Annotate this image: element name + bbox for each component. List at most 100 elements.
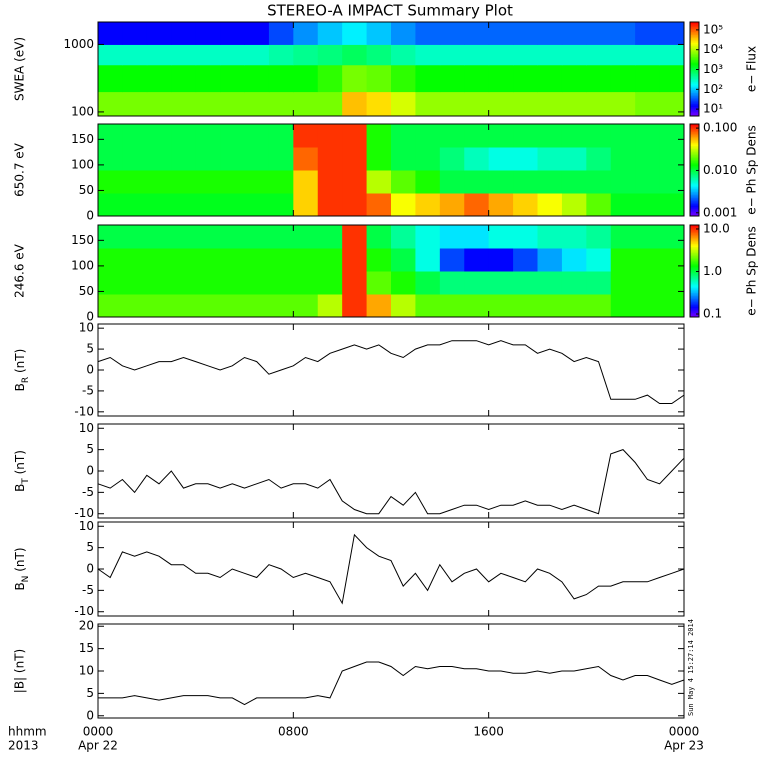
heatmap-cell [293, 44, 319, 66]
heatmap-cell [195, 271, 221, 295]
heatmap-cell [268, 91, 294, 117]
colorbar-swatch [690, 189, 699, 192]
y-tick-label: 10 [79, 321, 94, 335]
colorbar-swatch [690, 83, 699, 86]
colorbar-swatch [690, 315, 699, 318]
y-tick-label: 50 [79, 183, 94, 197]
heatmap-cell [122, 294, 148, 318]
colorbar-swatch [690, 258, 699, 261]
heatmap-cell [488, 147, 514, 171]
y-tick-label: 0 [86, 363, 94, 377]
heatmap-cell [195, 248, 221, 272]
heatmap-cell [317, 64, 343, 93]
heatmap-cell [98, 193, 123, 217]
colorbar-swatch [690, 75, 699, 78]
heatmap-cell [293, 91, 319, 117]
colorbar-swatch [690, 260, 699, 263]
heatmap-cell [366, 170, 392, 194]
heatmap-cell [439, 22, 465, 45]
x-tick-date: Apr 22 [78, 739, 118, 753]
heatmap-cell [635, 124, 661, 148]
heatmap-cell [537, 64, 563, 93]
y-axis-label-part: (nT) [13, 547, 27, 575]
heatmap-cell [366, 91, 392, 117]
y-tick-label: 10 [79, 421, 94, 435]
colorbar-swatch [690, 92, 699, 95]
heatmap-cell [586, 248, 612, 272]
heatmap-cell [659, 64, 685, 93]
y-tick-label: 15 [79, 641, 94, 655]
heatmap-cell [171, 193, 197, 217]
heatmap-cell [561, 170, 587, 194]
colorbar-frame [689, 21, 700, 117]
heatmap-cell [488, 44, 514, 66]
colorbar-swatch [690, 42, 699, 45]
heatmap-cell [513, 64, 538, 93]
colorbar-swatch [690, 145, 699, 148]
heatmap-cell [488, 170, 514, 194]
colorbar-swatch [690, 303, 699, 306]
colorbar-swatch [690, 114, 699, 117]
heatmap-cell [415, 147, 441, 171]
heatmap-cell [171, 64, 197, 93]
colorbar-swatch [690, 272, 699, 275]
colorbar-swatch [690, 170, 699, 173]
heatmap-cell [488, 124, 514, 148]
data-line [97, 533, 685, 605]
heatmap-cell [610, 147, 636, 171]
heatmap-cell [146, 294, 172, 318]
heatmap-cell [98, 44, 123, 66]
colorbar-swatch [690, 67, 699, 70]
colorbar-swatch [690, 243, 699, 246]
heatmap-cell [610, 124, 636, 148]
heatmap-cell [635, 91, 661, 117]
heatmap-cell [293, 22, 319, 45]
heatmap-cell [586, 44, 612, 66]
heatmap-cell [415, 91, 441, 117]
colorbar-swatch [690, 205, 699, 208]
heatmap-cell [391, 124, 416, 148]
heatmap-cell [244, 193, 270, 217]
heatmap-cell [220, 124, 245, 148]
heatmap-cell [98, 91, 123, 117]
heatmap-cell [513, 225, 538, 249]
heatmap-cell [488, 193, 514, 217]
colorbar-swatch [690, 136, 699, 139]
heatmap-cell [366, 124, 392, 148]
heatmap-cell [293, 147, 319, 171]
colorbar-swatch [690, 28, 699, 31]
y-tick-label: 5 [86, 686, 94, 700]
y-axis-label-part: (nT) [13, 349, 27, 377]
heatmap-cell [220, 271, 245, 295]
colorbar-swatch [690, 237, 699, 240]
y-tick-label: 100 [71, 157, 94, 171]
heatmap-cell [146, 225, 172, 249]
heatmap-cell [391, 248, 416, 272]
heatmap-cell [195, 64, 221, 93]
timestamp: Sun May 4 15:27:14 2014 [687, 619, 695, 716]
heatmap-cell [415, 193, 441, 217]
heatmap-cell [98, 22, 123, 45]
heatmap-cell [342, 64, 368, 93]
heatmap-cell [391, 271, 416, 295]
heatmap-cell [122, 147, 148, 171]
colorbar-swatch [690, 89, 699, 92]
colorbar-swatch [690, 43, 699, 46]
heatmap-cell [586, 22, 612, 45]
y-axis-label-part: N [21, 576, 31, 583]
heatmap-cell [439, 147, 465, 171]
heatmap-cell [635, 225, 661, 249]
heatmap-cell [513, 147, 538, 171]
colorbar-swatch [690, 231, 699, 234]
heatmap-cell [268, 271, 294, 295]
heatmap-cell [659, 124, 685, 148]
heatmap-cell [366, 147, 392, 171]
colorbar-swatch [690, 176, 699, 179]
heatmap-cell [513, 271, 538, 295]
colorbar-swatch [690, 183, 699, 186]
heatmap-cell [268, 193, 294, 217]
colorbar-swatch [690, 32, 699, 36]
colorbar-swatch [690, 307, 699, 310]
heatmap-cell [366, 294, 392, 318]
